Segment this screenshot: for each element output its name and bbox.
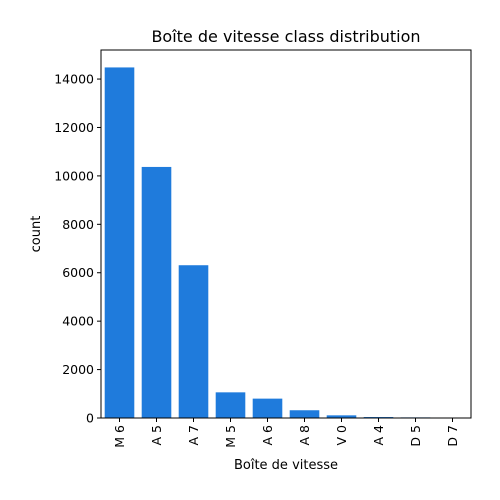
- y-tick-label: 0: [86, 411, 94, 426]
- bars-group: [104, 67, 468, 419]
- x-tick-label: A 7: [186, 425, 201, 445]
- y-axis-label: count: [29, 216, 44, 253]
- y-tick-label: 8000: [62, 217, 94, 232]
- x-tick-label: M 5: [223, 425, 238, 448]
- y-tick-label: 12000: [54, 120, 94, 135]
- x-tick-label: A 4: [371, 425, 386, 446]
- y-tick-label: 10000: [54, 168, 94, 183]
- x-tick-label: D 5: [408, 425, 423, 447]
- x-tick-label: A 5: [149, 425, 164, 445]
- x-tick-label: V 0: [334, 425, 349, 446]
- bar-a-5: [141, 166, 172, 418]
- y-tick-label: 14000: [54, 72, 94, 87]
- x-tick-label: M 6: [112, 425, 127, 448]
- chart-title: Boîte de vitesse class distribution: [151, 27, 420, 46]
- y-tick-label: 6000: [62, 265, 94, 280]
- plot-frame: [100, 49, 472, 419]
- bar-a-6: [252, 398, 283, 418]
- x-axis: M 6 A 5 A 7 M 5 A 6 A 8 V 0 A 4 D 5 D 7: [112, 418, 460, 448]
- y-axis: 0 2000 4000 6000 8000 10000 12000 14000: [54, 72, 101, 426]
- bar-m-6: [104, 67, 135, 419]
- bar-v-0: [326, 415, 357, 418]
- y-tick-label: 4000: [62, 314, 94, 329]
- y-tick-label: 2000: [62, 362, 94, 377]
- bar-a-7: [178, 265, 209, 418]
- x-tick-label: D 7: [445, 425, 460, 447]
- x-axis-label: Boîte de vitesse: [234, 458, 338, 473]
- bar-m-5: [215, 392, 246, 418]
- x-tick-label: A 6: [260, 425, 275, 446]
- bar-a-8: [289, 410, 320, 418]
- x-tick-label: A 8: [297, 425, 312, 446]
